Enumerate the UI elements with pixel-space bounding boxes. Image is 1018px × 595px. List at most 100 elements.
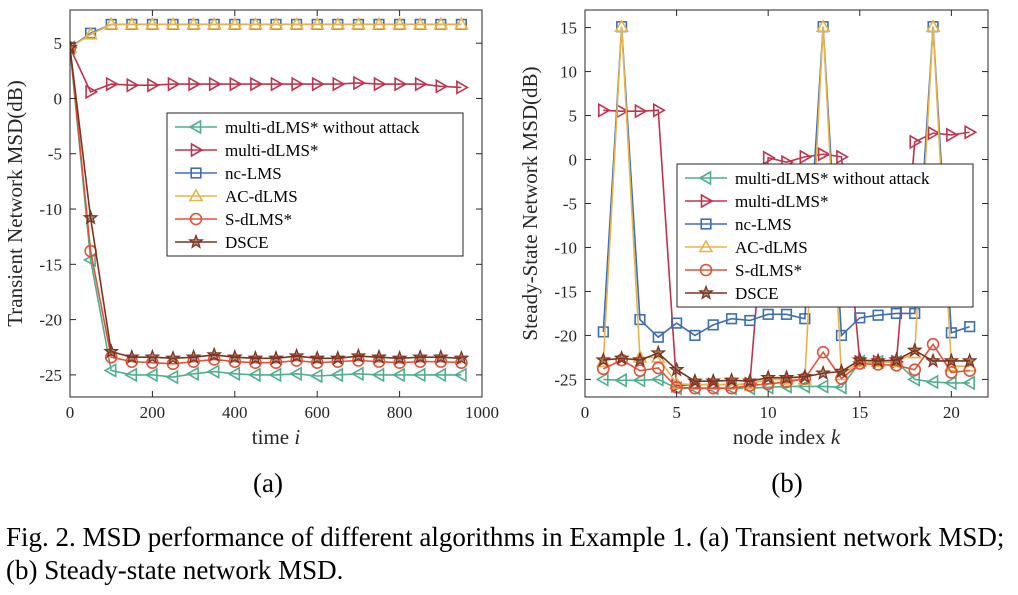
legend-marker xyxy=(698,170,712,186)
data-point xyxy=(329,349,346,366)
legend-entry-dsce: DSCE xyxy=(685,284,778,303)
legend-marker xyxy=(190,142,204,158)
data-point xyxy=(454,16,469,30)
data-point xyxy=(371,348,387,364)
y-tick-label: -15 xyxy=(39,255,62,274)
data-point xyxy=(927,125,941,141)
data-point xyxy=(433,367,447,383)
y-axis-label: Steady-State Network MSD(dB) xyxy=(518,66,542,340)
legend-marker xyxy=(188,188,204,202)
data-point xyxy=(123,348,140,364)
legend-label: S-dLMS* xyxy=(735,261,802,280)
y-tick-label: -25 xyxy=(554,370,577,389)
y-tick-label: 0 xyxy=(54,89,63,108)
legend-marker xyxy=(188,233,204,249)
data-point xyxy=(816,345,830,359)
x-tick-label: 1000 xyxy=(465,403,499,422)
y-tick-label: 5 xyxy=(569,107,578,126)
data-point xyxy=(925,374,939,390)
y-tick-label: -20 xyxy=(39,311,62,330)
data-point xyxy=(963,364,976,377)
data-point xyxy=(799,149,813,165)
data-point xyxy=(926,337,940,351)
y-tick-label: -5 xyxy=(563,195,577,214)
legend-marker xyxy=(698,284,714,300)
data-point xyxy=(815,364,832,381)
data-point xyxy=(268,16,284,30)
data-point xyxy=(103,16,119,30)
data-point xyxy=(186,16,201,30)
data-point xyxy=(165,16,181,30)
legend: multi-dLMS* without attack multi-dLMS* nc-… xyxy=(676,163,974,308)
data-point xyxy=(185,366,199,382)
data-point xyxy=(70,39,78,55)
data-point xyxy=(371,367,385,383)
x-tick-label: 20 xyxy=(943,403,960,422)
data-point xyxy=(229,76,243,92)
y-tick-label: 5 xyxy=(54,34,63,53)
legend: multi-dLMS* without attack multi-dLMS* nc-… xyxy=(166,112,464,257)
legend-entry-multi-dlms-star-without-attack: multi-dLMS* without attack xyxy=(685,169,930,188)
data-point xyxy=(778,369,795,385)
plot-area xyxy=(595,19,978,396)
x-tick-label: 200 xyxy=(140,403,166,422)
y-tick-label: -15 xyxy=(554,282,577,301)
series-multi-dlms-star-without-attack xyxy=(70,40,467,385)
legend-label: nc-LMS xyxy=(735,215,792,234)
legend-marker xyxy=(700,218,712,230)
series-line xyxy=(70,23,462,49)
series-line xyxy=(70,47,462,378)
data-point xyxy=(650,344,667,360)
legend-box xyxy=(676,163,974,308)
panel-label: (b) xyxy=(771,468,802,498)
data-point xyxy=(908,363,922,377)
data-point xyxy=(247,367,261,383)
data-point xyxy=(833,363,850,379)
data-point xyxy=(650,372,664,387)
x-tick-label: 10 xyxy=(760,403,777,422)
legend-label: nc-LMS xyxy=(225,164,282,183)
chart-panel-b: 0 5 10 15 20 15 10 5 0 -5 -10 -15 -20 -25 node index k… xyxy=(518,9,989,498)
data-point xyxy=(82,209,99,225)
x-tick-label: 0 xyxy=(581,403,590,422)
data-point xyxy=(350,366,364,382)
data-point xyxy=(634,313,646,326)
y-tick-label: -10 xyxy=(554,238,577,257)
y-tick-label: 15 xyxy=(560,19,577,38)
data-point xyxy=(248,16,263,30)
data-point xyxy=(70,41,77,54)
data-point xyxy=(85,84,99,100)
data-point xyxy=(371,16,387,30)
legend-marker xyxy=(699,263,713,277)
data-point xyxy=(964,321,976,333)
x-tick-label: 15 xyxy=(851,403,868,422)
legend-entry-s-dlms-star: S-dLMS* xyxy=(175,210,292,229)
data-point xyxy=(614,19,630,33)
data-point xyxy=(435,78,449,94)
legend-marker xyxy=(698,239,714,253)
data-point xyxy=(854,312,866,324)
data-point xyxy=(289,16,304,30)
data-point xyxy=(961,352,978,368)
data-point xyxy=(780,308,793,320)
series-line xyxy=(602,26,970,339)
legend-marker xyxy=(700,193,714,209)
legend-marker xyxy=(189,212,203,226)
data-point xyxy=(741,372,758,388)
data-point xyxy=(796,368,813,384)
data-point xyxy=(835,329,848,342)
series-line xyxy=(603,361,970,390)
data-point xyxy=(613,349,630,366)
data-point xyxy=(165,349,181,366)
data-point xyxy=(185,348,202,364)
data-point xyxy=(126,77,140,93)
data-point xyxy=(909,134,923,150)
data-point xyxy=(815,19,831,33)
data-point xyxy=(870,352,887,368)
chart-panel-a: 0 200 400 600 800 1000 5 0 -5 -10 -15 -20 -25 time i T… xyxy=(3,9,499,498)
x-tick-label: 0 xyxy=(66,403,75,422)
data-point xyxy=(309,368,323,384)
legend-entry-s-dlms-star: S-dLMS* xyxy=(685,261,802,280)
legend-label: DSCE xyxy=(735,284,778,303)
